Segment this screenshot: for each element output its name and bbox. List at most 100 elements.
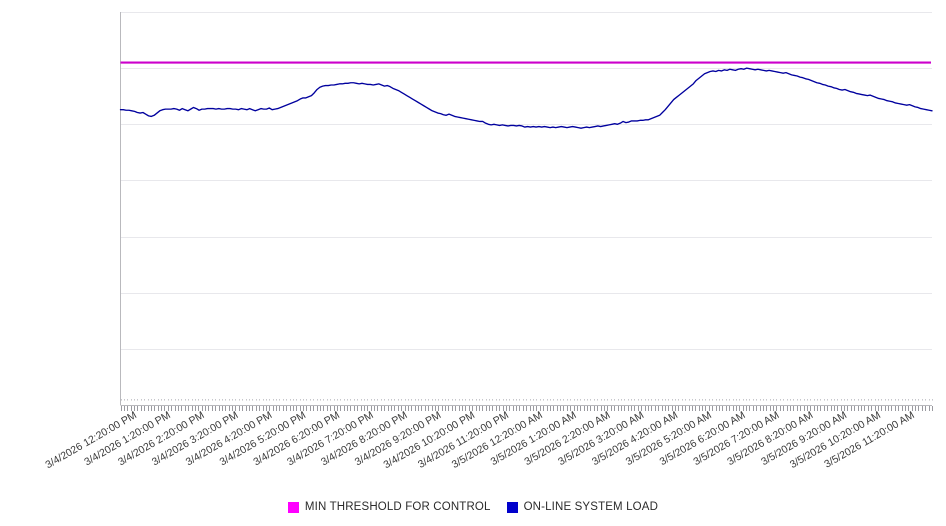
x-axis-tick-dot	[540, 399, 541, 401]
x-axis-tick-dot	[888, 399, 889, 401]
x-axis-tick-dot	[847, 399, 848, 401]
x-axis-tick-dot	[377, 399, 378, 401]
x-axis-tick-dot	[837, 399, 838, 401]
x-axis-tick-dot	[334, 399, 335, 401]
x-axis-tick-dot	[256, 399, 257, 401]
x-axis-tick-dot	[875, 399, 876, 401]
x-axis-tick-dot	[354, 399, 355, 401]
x-axis-tick-dot	[702, 399, 703, 401]
x-axis-tick-dot	[685, 399, 686, 401]
x-axis-tick-dot	[313, 399, 314, 401]
x-axis-tick-dot	[408, 399, 409, 401]
x-axis-tick-dot	[878, 399, 879, 401]
x-axis-tick-dot	[820, 399, 821, 401]
x-axis-tick-dot	[692, 399, 693, 401]
x-axis-tick-dot	[286, 399, 287, 401]
x-axis-tick-dot	[452, 399, 453, 401]
x-axis-tick-dot	[780, 399, 781, 401]
x-axis-tick-dot	[570, 399, 571, 401]
legend-swatch-icon	[287, 501, 299, 513]
x-axis-tick-dot	[154, 399, 155, 401]
x-axis-tick-dot	[567, 399, 568, 401]
x-axis-tick-dot	[415, 399, 416, 401]
x-axis-tick-dot	[516, 399, 517, 401]
x-axis-tick-dot	[506, 399, 507, 401]
x-axis-tick-dot	[489, 399, 490, 401]
x-axis-tick-dot	[749, 399, 750, 401]
x-axis-tick-dot	[611, 399, 612, 401]
x-axis-tick-dot	[628, 399, 629, 401]
x-axis-tick-dot	[827, 399, 828, 401]
x-axis-tick-dot	[137, 399, 138, 401]
x-axis-tick-dot	[590, 399, 591, 401]
x-axis-tick-dot	[712, 399, 713, 401]
x-axis-tick-dot	[398, 399, 399, 401]
x-axis-tick-dot	[394, 399, 395, 401]
x-axis-tick-dot	[381, 399, 382, 401]
x-axis-tick-dot	[624, 399, 625, 401]
x-axis-tick-dot	[918, 399, 919, 401]
x-axis-tick-dot	[263, 399, 264, 401]
x-axis-tick-dot	[131, 399, 132, 401]
x-axis-tick-dot	[185, 399, 186, 401]
x-axis-tick-dot	[672, 399, 673, 401]
x-axis-tick-dot	[124, 399, 125, 401]
x-axis-tick-dot	[739, 399, 740, 401]
x-axis-tick-dot	[476, 399, 477, 401]
x-axis-tick-dot	[631, 399, 632, 401]
x-axis-tick-dot	[361, 399, 362, 401]
x-axis-tick-dot	[601, 399, 602, 401]
x-axis-tick-dot	[861, 399, 862, 401]
x-axis-tick-dot	[212, 399, 213, 401]
x-axis-tick-dot	[323, 399, 324, 401]
x-axis-tick-dot	[401, 399, 402, 401]
x-axis-tick-dot	[283, 399, 284, 401]
x-axis-tick-dot	[425, 399, 426, 401]
x-axis-tick-dot	[817, 399, 818, 401]
x-axis-tick-dot	[662, 399, 663, 401]
x-axis-tick-dot	[705, 399, 706, 401]
x-axis-tick-dot	[134, 399, 135, 401]
legend-item-min-threshold-for-control[interactable]: MIN THRESHOLD FOR CONTROL	[287, 501, 491, 513]
x-axis-tick-dot	[340, 399, 341, 401]
x-axis-tick-dot	[178, 399, 179, 401]
x-axis-tick-dot	[726, 399, 727, 401]
x-axis-tick-dot	[773, 399, 774, 401]
x-axis-tick-dot	[634, 399, 635, 401]
x-axis-tick-dot	[232, 399, 233, 401]
x-axis-tick-dot	[293, 399, 294, 401]
x-axis-tick-dot	[871, 399, 872, 401]
x-axis-tick-dot	[148, 399, 149, 401]
legend-item-on-line-system-load[interactable]: ON-LINE SYSTEM LOAD	[506, 501, 659, 513]
x-axis-tick-dot	[891, 399, 892, 401]
x-axis-tick-dot	[929, 399, 930, 401]
x-axis-tick-dot	[550, 399, 551, 401]
x-axis-tick-dot	[574, 399, 575, 401]
x-axis-tick-dot	[557, 399, 558, 401]
x-axis-tick-dot	[202, 399, 203, 401]
x-axis-tick-dot	[810, 399, 811, 401]
x-axis-tick-dot	[273, 399, 274, 401]
x-axis-tick-dot	[225, 399, 226, 401]
x-axis-tick-dot	[239, 399, 240, 401]
x-axis-tick-dot	[858, 399, 859, 401]
x-axis-tick-dot	[618, 399, 619, 401]
x-axis-tick-dot	[317, 399, 318, 401]
x-axis-tick-dot	[547, 399, 548, 401]
x-axis-tick-dot	[208, 399, 209, 401]
x-axis-tick-dot	[814, 399, 815, 401]
x-axis-tick-dot	[648, 399, 649, 401]
x-axis-tick-dot	[790, 399, 791, 401]
x-axis-tick-dot	[553, 399, 554, 401]
x-axis-tick-dot	[668, 399, 669, 401]
x-axis-tick-dot	[306, 399, 307, 401]
x-axis-tick-dot	[682, 399, 683, 401]
x-axis-tick-dot	[175, 399, 176, 401]
x-axis-tick-dot	[932, 399, 933, 401]
x-axis-tick-dot	[533, 399, 534, 401]
x-axis-tick-dot	[733, 399, 734, 401]
x-axis-tick-dot	[290, 399, 291, 401]
x-axis-tick-dot	[834, 399, 835, 401]
x-axis-tick-dot	[523, 399, 524, 401]
